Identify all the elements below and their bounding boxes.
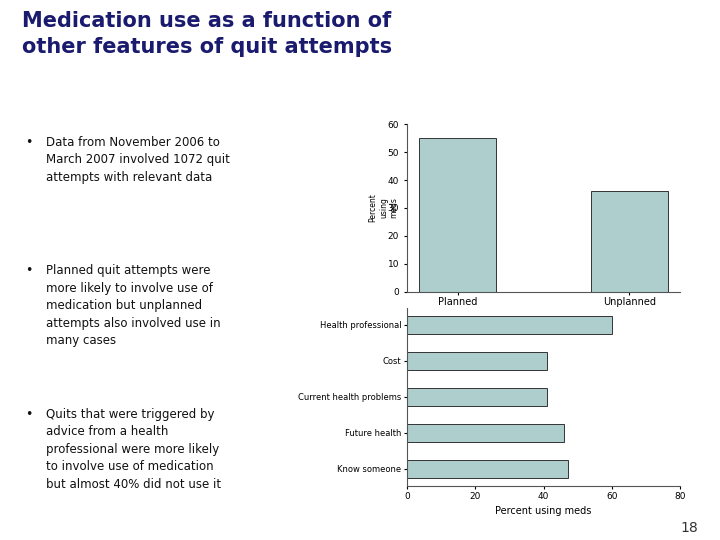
Text: Data from November 2006 to
March 2007 involved 1072 quit
attempts with relevant : Data from November 2006 to March 2007 in… — [46, 136, 230, 184]
Y-axis label: Percent
using
meds: Percent using meds — [369, 193, 398, 222]
Bar — [407, 316, 612, 334]
Bar — [407, 460, 567, 478]
Text: 18: 18 — [680, 521, 698, 535]
Text: Quits that were triggered by
advice from a health
professional were more likely
: Quits that were triggered by advice from… — [46, 408, 221, 491]
Bar — [591, 191, 668, 292]
Text: •: • — [25, 408, 32, 421]
X-axis label: Percent using meds: Percent using meds — [495, 506, 592, 516]
Bar — [407, 352, 547, 370]
Text: •: • — [25, 136, 32, 148]
Text: •: • — [25, 264, 32, 277]
Bar — [407, 388, 547, 406]
Bar — [419, 138, 496, 292]
Text: Planned quit attempts were
more likely to involve use of
medication but unplanne: Planned quit attempts were more likely t… — [46, 264, 220, 347]
Text: Medication use as a function of
other features of quit attempts: Medication use as a function of other fe… — [22, 11, 392, 57]
Bar — [407, 424, 564, 442]
